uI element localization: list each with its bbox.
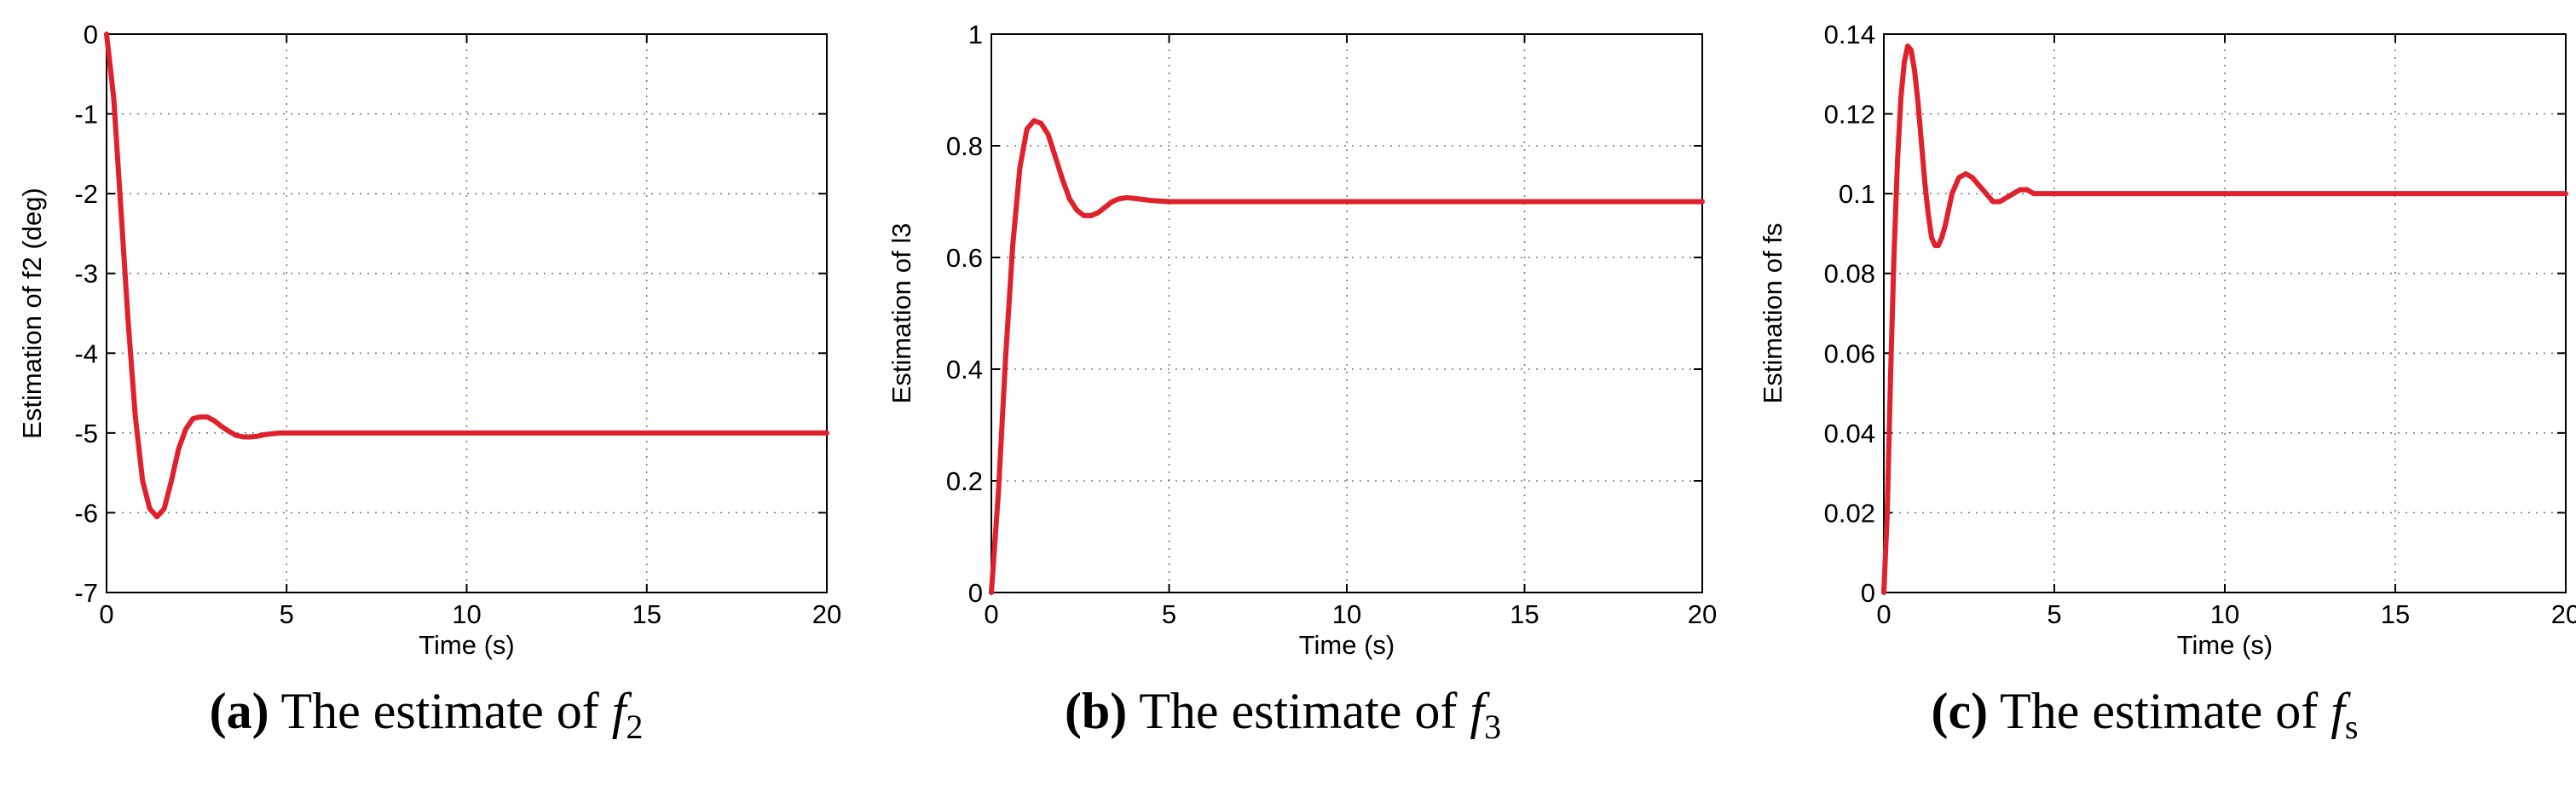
y-tick-label: 0.8 (946, 131, 983, 161)
chart-a: 0 5 10 15 20 -7 -6 -5 -4 -3 -2 -1 0 Time (s) Estimatio… (17, 20, 841, 660)
x-axis-label: Time (s) (1299, 630, 1395, 660)
plot-frame (991, 33, 1703, 593)
caption-text: The estimate of (269, 683, 612, 739)
caption-c: (c) The estimate of fs (1931, 683, 2359, 746)
y-tick-label: 0 (1861, 578, 1875, 608)
y-tick-label: 0.6 (946, 243, 983, 273)
x-tick-label: 15 (632, 599, 661, 629)
x-tick-label: 0 (984, 599, 998, 629)
x-tick-label: 0 (1876, 599, 1891, 629)
caption-subscript: s (2344, 708, 2359, 746)
y-tick-label: 0.1 (1839, 179, 1875, 209)
y-tick-label: 0.04 (1824, 419, 1875, 448)
caption-symbol: f (611, 683, 627, 739)
x-tick-label: 20 (1688, 599, 1717, 629)
x-axis-label: Time (s) (419, 630, 515, 660)
x-axis-label: Time (s) (2177, 630, 2273, 660)
caption-text: The estimate of (1127, 683, 1470, 739)
y-axis-label: Estimation of l3 (887, 223, 916, 404)
y-tick-label: 0.06 (1824, 338, 1875, 368)
y-axis-label: Estimation of f2 (deg) (17, 188, 47, 439)
chart-panel-b: 0 5 10 15 20 0 0.2 0.4 0.6 0.8 1 Time (s) Estimation… (852, 0, 1717, 792)
caption-symbol: f (2331, 683, 2345, 739)
plot-frame (106, 33, 828, 593)
y-tick-label: -1 (74, 100, 98, 130)
y-tick-label: 0.14 (1824, 20, 1875, 49)
y-tick-label: -6 (74, 498, 98, 528)
y-tick-label: 1 (968, 20, 983, 49)
caption-letter: b (1081, 683, 1111, 739)
y-tick-label: 0 (968, 578, 983, 608)
chart-panel-a: 0 5 10 15 20 -7 -6 -5 -4 -3 -2 -1 0 Time (s) Estimatio… (0, 0, 852, 792)
x-tick-label: 5 (280, 599, 294, 629)
x-tick-label: 10 (452, 599, 481, 629)
caption-a: (a) The estimate of f2 (209, 683, 644, 746)
y-tick-label: -5 (74, 419, 98, 448)
series-line (104, 32, 829, 520)
y-tick-label: 0.4 (946, 355, 983, 384)
caption-b: (b) The estimate of f3 (1064, 683, 1502, 746)
chart-c: 0 5 10 15 20 0 0.02 0.04 0.06 0.08 0.1 0.12 0.14 Time… (1758, 20, 2576, 660)
series-line (1881, 43, 2568, 595)
x-tick-label: 10 (1332, 599, 1361, 629)
x-tick-label: 15 (2381, 599, 2410, 629)
y-tick-label: 0.02 (1824, 498, 1875, 528)
y-tick-label: 0.08 (1824, 259, 1875, 289)
x-tick-label: 10 (2210, 599, 2239, 629)
y-tick-label: 0 (84, 20, 98, 49)
y-axis-label: Estimation of fs (1758, 223, 1788, 404)
x-tick-label: 0 (99, 599, 113, 629)
caption-symbol: f (1470, 683, 1485, 739)
y-tick-label: 0.2 (946, 466, 983, 496)
caption-letter: a (226, 683, 252, 739)
y-tick-label: -3 (74, 259, 98, 289)
caption-text: The estimate of (1988, 683, 2331, 739)
x-tick-label: 5 (2047, 599, 2061, 629)
chart-b: 0 5 10 15 20 0 0.2 0.4 0.6 0.8 1 Time (s) Estimation… (887, 20, 1717, 660)
caption-subscript: 2 (626, 708, 644, 746)
y-tick-label: 0.12 (1824, 100, 1875, 130)
x-tick-label: 5 (1162, 599, 1176, 629)
caption-letter: c (1948, 683, 1972, 739)
x-tick-label: 15 (1510, 599, 1539, 629)
y-tick-label: -2 (74, 179, 98, 209)
x-tick-label: 20 (2551, 599, 2576, 629)
series-line (989, 118, 1705, 595)
chart-panel-c: 0 5 10 15 20 0 0.02 0.04 0.06 0.08 0.1 0.12 0.14 Time… (1713, 0, 2576, 792)
y-tick-label: -4 (74, 338, 98, 368)
y-tick-label: -7 (74, 578, 98, 608)
caption-subscript: 3 (1484, 708, 1502, 746)
x-tick-label: 20 (812, 599, 841, 629)
plot-frame (1883, 33, 2567, 593)
